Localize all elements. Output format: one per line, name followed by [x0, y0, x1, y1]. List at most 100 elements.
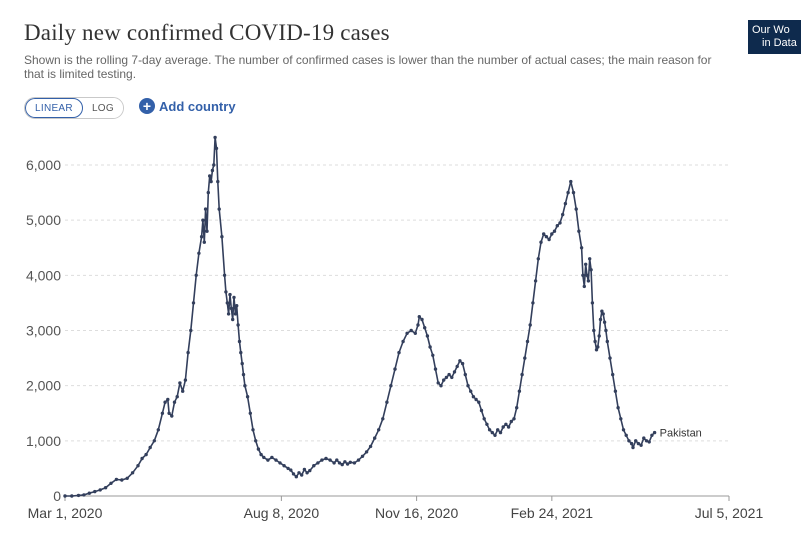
- data-point[interactable]: [337, 461, 342, 465]
- data-point[interactable]: [203, 207, 208, 211]
- data-point[interactable]: [616, 406, 620, 410]
- data-point[interactable]: [209, 179, 213, 184]
- data-point[interactable]: [297, 471, 301, 475]
- data-point[interactable]: [237, 339, 242, 344]
- data-point[interactable]: [528, 323, 532, 327]
- data-point[interactable]: [423, 326, 427, 330]
- data-point[interactable]: [444, 375, 449, 380]
- data-point[interactable]: [335, 458, 339, 462]
- data-point[interactable]: [343, 460, 347, 464]
- data-point[interactable]: [262, 455, 266, 460]
- data-point[interactable]: [458, 359, 462, 363]
- data-point[interactable]: [401, 339, 405, 344]
- data-point[interactable]: [364, 450, 369, 454]
- data-point[interactable]: [627, 439, 631, 443]
- data-point[interactable]: [144, 452, 148, 457]
- data-point[interactable]: [469, 389, 473, 393]
- data-point[interactable]: [520, 372, 524, 377]
- data-point[interactable]: [152, 439, 156, 443]
- data-point[interactable]: [471, 395, 476, 399]
- data-point[interactable]: [236, 323, 240, 327]
- data-point[interactable]: [558, 221, 562, 225]
- data-point[interactable]: [320, 458, 324, 462]
- data-point[interactable]: [98, 488, 102, 492]
- data-point[interactable]: [305, 471, 309, 475]
- data-point[interactable]: [647, 440, 651, 444]
- data-point[interactable]: [517, 389, 522, 393]
- data-point[interactable]: [202, 240, 206, 244]
- data-point[interactable]: [340, 462, 344, 467]
- data-point[interactable]: [156, 428, 160, 432]
- data-point[interactable]: [639, 443, 643, 447]
- data-point[interactable]: [228, 292, 232, 297]
- data-point[interactable]: [360, 454, 365, 458]
- data-point[interactable]: [332, 461, 336, 465]
- data-point[interactable]: [447, 372, 451, 377]
- data-point[interactable]: [167, 411, 171, 415]
- data-point[interactable]: [579, 246, 584, 250]
- data-point[interactable]: [308, 468, 312, 473]
- data-point[interactable]: [130, 471, 135, 475]
- data-point[interactable]: [533, 279, 538, 283]
- data-point[interactable]: [206, 190, 210, 195]
- data-point[interactable]: [452, 370, 457, 374]
- data-point[interactable]: [588, 257, 592, 261]
- data-point[interactable]: [479, 408, 484, 413]
- data-point[interactable]: [235, 304, 239, 308]
- data-point[interactable]: [621, 428, 626, 432]
- data-point[interactable]: [136, 464, 140, 468]
- data-point[interactable]: [642, 436, 646, 440]
- data-point[interactable]: [593, 339, 597, 344]
- data-point[interactable]: [254, 439, 258, 443]
- data-point[interactable]: [450, 375, 454, 380]
- data-point[interactable]: [582, 284, 586, 289]
- data-point[interactable]: [286, 466, 290, 471]
- data-point[interactable]: [220, 235, 224, 239]
- data-point[interactable]: [501, 425, 505, 429]
- data-point[interactable]: [547, 237, 551, 242]
- data-point[interactable]: [611, 372, 615, 377]
- data-point[interactable]: [175, 395, 179, 399]
- data-point[interactable]: [485, 422, 489, 426]
- data-point[interactable]: [536, 257, 540, 261]
- data-point[interactable]: [352, 461, 357, 465]
- data-point[interactable]: [605, 339, 609, 344]
- data-point[interactable]: [214, 146, 219, 151]
- data-point[interactable]: [566, 190, 570, 195]
- data-point[interactable]: [515, 406, 519, 410]
- data-point[interactable]: [181, 389, 185, 393]
- data-point[interactable]: [581, 273, 585, 277]
- data-point[interactable]: [539, 240, 543, 244]
- data-point[interactable]: [597, 334, 601, 338]
- data-point[interactable]: [592, 328, 596, 333]
- data-point[interactable]: [542, 232, 546, 236]
- data-point[interactable]: [629, 441, 634, 446]
- data-point[interactable]: [650, 433, 654, 437]
- data-point[interactable]: [166, 397, 170, 402]
- data-point[interactable]: [544, 235, 549, 239]
- data-point[interactable]: [302, 467, 307, 472]
- data-point[interactable]: [114, 477, 119, 482]
- data-point[interactable]: [225, 301, 229, 305]
- data-point[interactable]: [439, 384, 443, 388]
- data-point[interactable]: [590, 301, 595, 305]
- data-point[interactable]: [504, 422, 508, 426]
- data-point[interactable]: [103, 486, 108, 490]
- data-point[interactable]: [586, 279, 591, 283]
- data-point[interactable]: [600, 309, 604, 313]
- data-point[interactable]: [316, 461, 320, 465]
- data-point[interactable]: [631, 445, 635, 450]
- data-point[interactable]: [585, 273, 589, 277]
- data-point[interactable]: [241, 372, 246, 377]
- data-point[interactable]: [239, 350, 243, 355]
- data-point[interactable]: [624, 433, 628, 437]
- data-point[interactable]: [619, 417, 623, 421]
- data-point[interactable]: [604, 328, 608, 333]
- data-point[interactable]: [373, 436, 377, 440]
- data-point[interactable]: [460, 361, 465, 366]
- data-point[interactable]: [259, 452, 263, 457]
- data-point[interactable]: [496, 428, 500, 432]
- data-point[interactable]: [170, 414, 174, 418]
- add-country-button[interactable]: + Add country: [139, 98, 236, 114]
- data-point[interactable]: [266, 458, 270, 462]
